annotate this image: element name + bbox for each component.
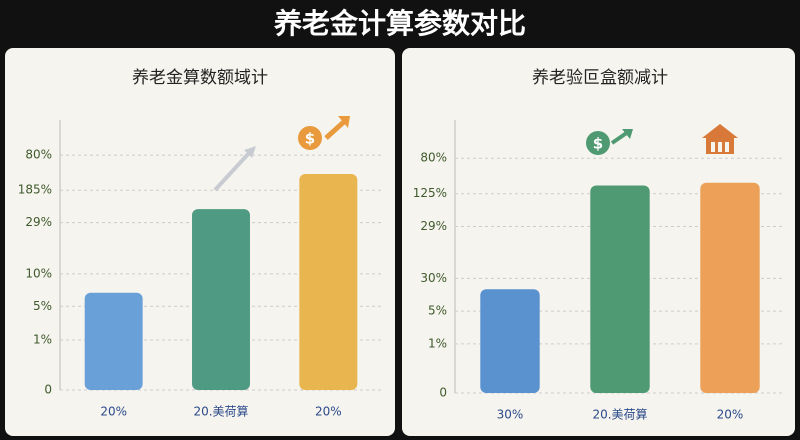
y-tick-label: 29% <box>420 219 447 233</box>
house-icon <box>702 124 738 154</box>
y-tick-label: 1% <box>428 336 447 350</box>
y-tick-label: 30% <box>420 271 447 285</box>
y-tick-label: 10% <box>25 266 52 280</box>
x-tick-label: 20.美荷算 <box>193 404 248 419</box>
page-title: 养老金计算参数对比 <box>274 7 526 40</box>
x-tick-label: 20% <box>717 408 744 422</box>
x-tick-label: 20.美荷算 <box>592 407 647 422</box>
x-tick-label: 20% <box>315 405 342 419</box>
bar <box>700 182 760 393</box>
svg-text:$: $ <box>305 130 315 148</box>
dollar-icon: $ <box>298 116 350 150</box>
x-tick-label: 30% <box>497 408 524 422</box>
y-tick-label: 5% <box>428 304 447 318</box>
y-tick-label: 5% <box>33 299 52 313</box>
bar <box>480 289 540 393</box>
bar <box>299 174 358 390</box>
y-tick-label: 80% <box>25 148 52 162</box>
y-tick-label: 1% <box>33 333 52 347</box>
svg-text:$: $ <box>593 135 603 153</box>
chart-title: 养老验叵盒额减计 <box>532 68 668 88</box>
y-tick-label: 80% <box>420 151 447 165</box>
bar <box>590 185 650 393</box>
dollar-icon: $ <box>586 129 633 155</box>
y-tick-label: 0 <box>439 386 447 400</box>
y-tick-label: 185% <box>18 183 52 197</box>
y-tick-label: 29% <box>25 215 52 229</box>
y-tick-label: 125% <box>413 186 447 200</box>
chart-title: 养老金算数额域计 <box>132 68 268 88</box>
x-tick-label: 20% <box>100 405 127 419</box>
y-tick-label: 0 <box>44 383 52 397</box>
bar <box>192 209 250 390</box>
bar <box>84 292 143 390</box>
